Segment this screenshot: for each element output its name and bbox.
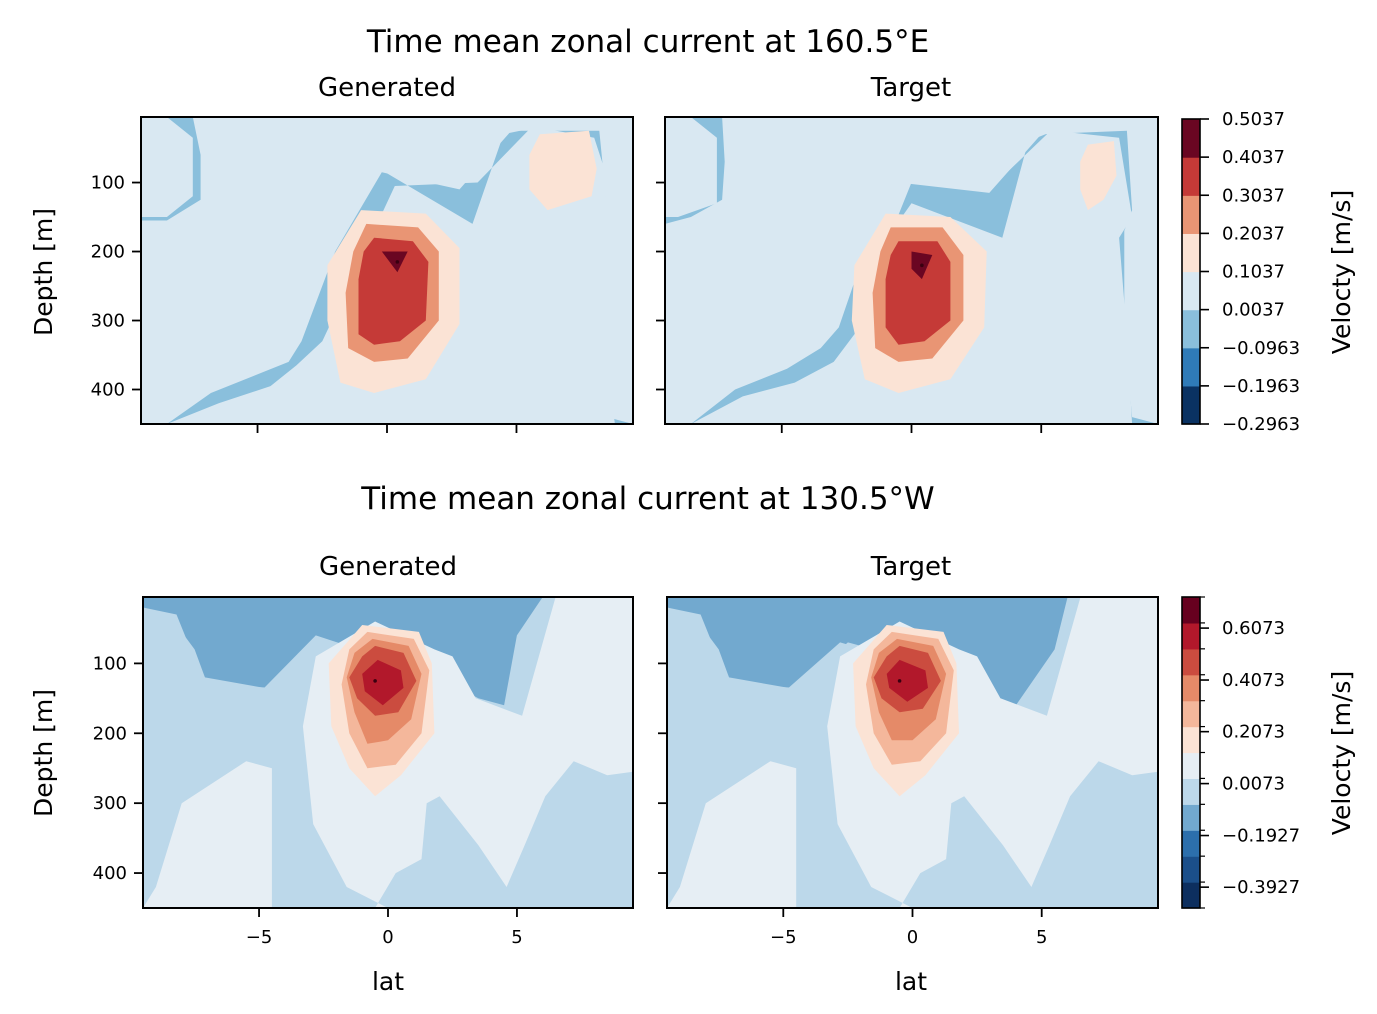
ytick-label: 200 xyxy=(91,242,125,263)
xtick-label: 0 xyxy=(382,927,393,948)
colorbar-segment xyxy=(1182,385,1200,425)
colorbar-segment xyxy=(1182,195,1200,234)
panels-layer: 100 200 300 400 −5 0 5 100 200 300 400 −5 0 5 xyxy=(91,116,1159,948)
colorbar-segment xyxy=(1182,726,1200,754)
colorbar-segment xyxy=(1182,752,1200,780)
colorbar-tick-label: −0.1927 xyxy=(1222,826,1300,847)
panel-bottom-target: −5 0 5 xyxy=(658,596,1159,948)
xtick-label: −5 xyxy=(770,927,797,948)
colorbar-tick-label: −0.1963 xyxy=(1222,376,1300,397)
colorbar-tick-label: 0.2037 xyxy=(1222,223,1285,244)
bottom-figure-title: Time mean zonal current at 130.5°W xyxy=(360,481,934,517)
colorbar-top: 0.5037 0.4037 0.3037 0.2037 0.1037 0.0037 −0.0… xyxy=(1181,109,1300,435)
panel-title-top-target: Target xyxy=(870,73,951,103)
ylabel-bottom: Depth [m] xyxy=(29,689,58,817)
colorbar-tick-label: 0.6073 xyxy=(1222,618,1285,639)
ytick-label: 400 xyxy=(93,863,127,884)
colorbar-bottom: 0.6073 0.4073 0.2073 0.0073 −0.1927 −0.3927 xyxy=(1181,596,1300,909)
panel-top-generated: 100 200 300 400 xyxy=(91,116,634,433)
contour-band-8 xyxy=(529,130,597,211)
contour-band-8 xyxy=(1080,141,1117,211)
contour-fill-top-generated xyxy=(141,117,633,424)
colorbar-top-label: Velocty [m/s] xyxy=(1327,190,1356,354)
contour-band-3 xyxy=(141,117,633,424)
colorbar-segment xyxy=(1182,830,1200,857)
colorbar-tick-label: 0.2073 xyxy=(1222,722,1285,743)
colorbar-tick-label: −0.0963 xyxy=(1222,338,1300,359)
colorbar-bottom-label: Velocty [m/s] xyxy=(1327,671,1356,835)
xtick-label: 5 xyxy=(1036,927,1047,948)
colorbar-segment xyxy=(1182,882,1200,909)
xtick-label: 0 xyxy=(907,927,918,948)
xtick-label: −5 xyxy=(246,927,273,948)
contour-band-3 xyxy=(665,117,1158,424)
colorbar-tick-label: 0.1037 xyxy=(1222,262,1285,283)
ytick-label: 100 xyxy=(91,173,125,194)
colorbar-tick-label: 0.4037 xyxy=(1222,147,1285,168)
colorbar-segment xyxy=(1182,347,1200,387)
core-marker xyxy=(373,679,377,683)
colorbar-tick-label: −0.2963 xyxy=(1222,414,1300,435)
colorbar-segment xyxy=(1182,856,1200,883)
panel-title-top-generated: Generated xyxy=(318,73,456,103)
core-marker xyxy=(897,679,902,683)
colorbar-segment xyxy=(1182,157,1200,196)
colorbar-segment xyxy=(1182,597,1200,624)
colorbar-tick-label: 0.4073 xyxy=(1222,670,1285,691)
ytick-label: 300 xyxy=(91,311,125,332)
contour-band-6 xyxy=(885,241,951,345)
colorbar-tick-label: 0.5037 xyxy=(1222,109,1285,130)
colorbar-tick-label: 0.0073 xyxy=(1222,774,1285,795)
ytick-label: 200 xyxy=(93,723,127,744)
contour-band-7 xyxy=(381,251,408,273)
colorbar-segment xyxy=(1182,309,1200,349)
colorbar-segment xyxy=(1182,674,1200,702)
colorbar-segment xyxy=(1182,271,1200,311)
ytick-label: 100 xyxy=(93,653,127,674)
colorbar-segment xyxy=(1182,804,1200,831)
colorbar-tick-label: −0.3927 xyxy=(1222,877,1300,898)
panel-bottom-generated: −5 0 5 100 200 300 400 xyxy=(93,596,634,948)
top-figure-title: Time mean zonal current at 160.5°E xyxy=(366,24,929,60)
contour-fill-top-target xyxy=(665,117,1158,424)
colorbar-segment xyxy=(1182,233,1200,273)
xlabel-bottom-target: lat xyxy=(895,967,927,996)
contour-fill-bottom-target xyxy=(667,597,1158,908)
xtick-label: 5 xyxy=(511,927,522,948)
contour-band-9 xyxy=(886,659,928,702)
colorbar-tick-label: 0.3037 xyxy=(1222,185,1285,206)
contour-fill-bottom-generated xyxy=(143,597,633,908)
panel-title-bottom-target: Target xyxy=(870,552,951,582)
core-marker xyxy=(395,260,400,264)
ytick-label: 400 xyxy=(91,380,125,401)
colorbar-segment xyxy=(1182,700,1200,728)
core-marker xyxy=(920,263,924,268)
panel-top-target xyxy=(656,116,1159,433)
colorbar-segment xyxy=(1182,119,1200,158)
contour-band-9 xyxy=(362,659,404,706)
contour-band-6 xyxy=(358,237,429,345)
ytick-label: 300 xyxy=(93,793,127,814)
colorbar-segment xyxy=(1182,778,1200,805)
colorbar-segment xyxy=(1182,648,1200,676)
colorbar-tick-label: 0.0037 xyxy=(1222,300,1285,321)
xlabel-bottom-generated: lat xyxy=(372,967,404,996)
colorbars-layer: 0.5037 0.4037 0.3037 0.2037 0.1037 0.0037 −0.0… xyxy=(1181,109,1300,909)
panel-title-bottom-generated: Generated xyxy=(319,552,457,582)
ylabel-top: Depth [m] xyxy=(29,208,58,336)
colorbar-segment xyxy=(1182,622,1200,650)
